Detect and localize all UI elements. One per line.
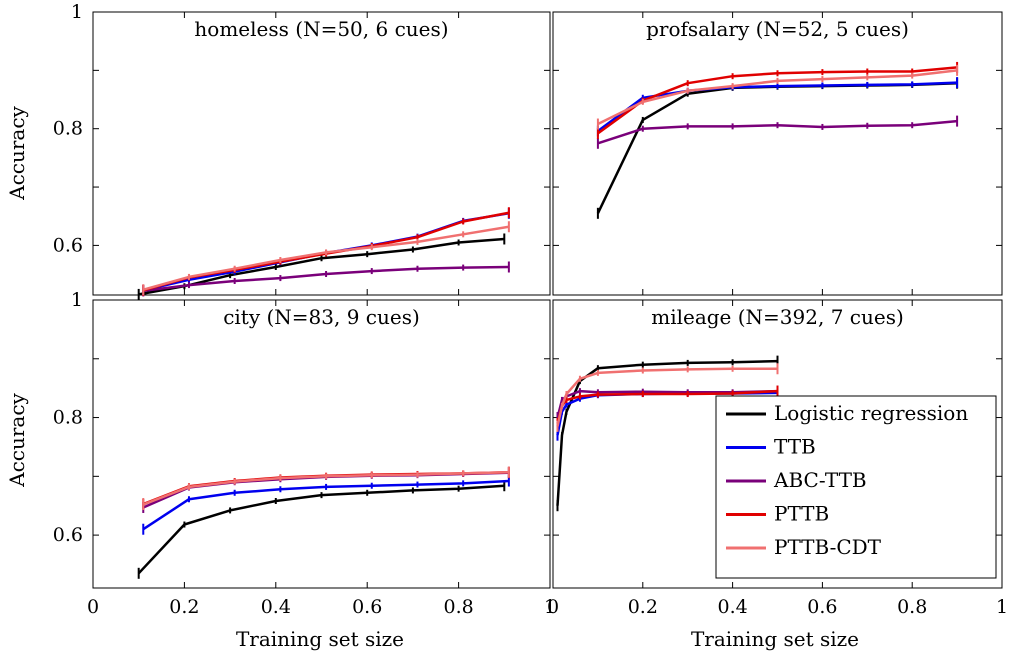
y-tick-label: 0.8 xyxy=(53,407,83,429)
panel-frame xyxy=(92,299,551,589)
x-axis-label-right: Training set size xyxy=(691,627,859,651)
x-tick-label: 0.6 xyxy=(352,596,382,618)
chart-legend: Logistic regression TTB ABC-TTB PTTB PTTB-CD… xyxy=(715,395,997,579)
y-axis-label-top: Accuracy xyxy=(5,105,29,200)
y-tick-label: 0.6 xyxy=(53,524,83,546)
x-tick-label: 1 xyxy=(544,596,556,618)
y-axis-label-bottom: Accuracy xyxy=(5,392,29,487)
legend-entry: PTTB xyxy=(774,502,829,526)
panel-frame xyxy=(552,299,1003,589)
chart-panels: 0.6 0.8 1 homeless (N=50, 6 cues) profsalary… xyxy=(53,1,1008,618)
panel-title: homeless (N=50, 6 cues) xyxy=(194,17,448,41)
x-axis-label-left: Training set size xyxy=(236,627,404,651)
x-tick-label: 0.2 xyxy=(628,596,658,618)
x-tick-label: 0.8 xyxy=(897,596,927,618)
panel-frame xyxy=(92,11,551,296)
chart-panel: 0.6 0.8 1 homeless (N=50, 6 cues) xyxy=(53,1,551,300)
chart-panel: profsalary (N=52, 5 cues) xyxy=(552,11,1003,296)
legend-entry: PTTB-CDT xyxy=(774,535,882,559)
x-tick-label: 0.4 xyxy=(717,596,747,618)
y-tick-label: 1 xyxy=(71,1,83,23)
x-tick-label: 0 xyxy=(547,596,559,618)
panel-title: city (N=83, 9 cues) xyxy=(223,305,420,329)
x-tick-label: 0.6 xyxy=(807,596,837,618)
x-tick-label: 0.4 xyxy=(261,596,291,618)
y-tick-label: 1 xyxy=(71,289,83,311)
x-tick-label: 0 xyxy=(87,596,99,618)
y-tick-label: 0.6 xyxy=(53,234,83,256)
chart-panel: 0 0.2 0.4 0.6 0.8 1 mileage (N=392, 7 cues) xyxy=(547,299,1008,618)
legend-entry: ABC-TTB xyxy=(773,468,867,492)
series-line xyxy=(596,81,958,214)
y-tick-label: 0.8 xyxy=(53,118,83,140)
x-tick-label: 0.8 xyxy=(443,596,473,618)
x-tick-label: 0.2 xyxy=(169,596,199,618)
panel-frame xyxy=(552,11,1003,296)
legend-entry: TTB xyxy=(774,435,816,459)
panel-title: profsalary (N=52, 5 cues) xyxy=(646,17,909,41)
legend-entry: Logistic regression xyxy=(774,401,968,425)
panel-title: mileage (N=392, 7 cues) xyxy=(651,305,904,329)
x-tick-label: 1 xyxy=(996,596,1008,618)
